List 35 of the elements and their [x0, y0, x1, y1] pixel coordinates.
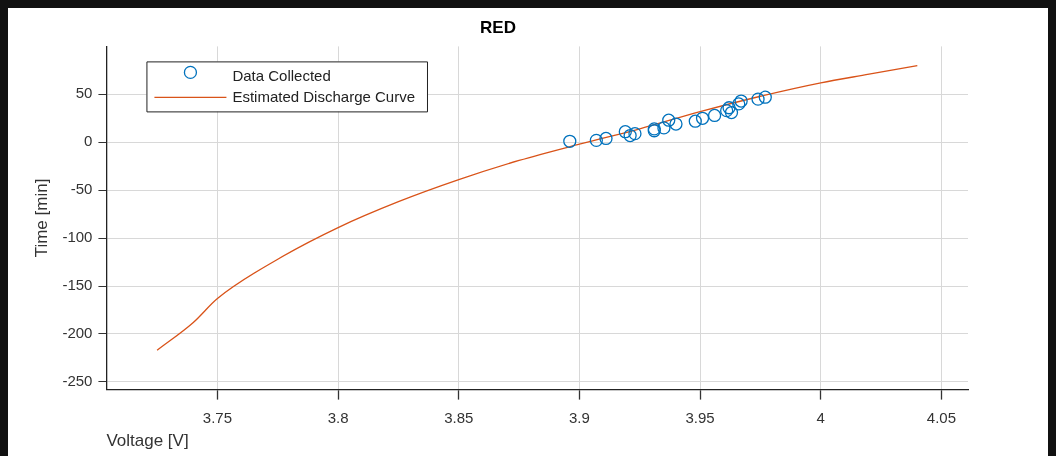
- point: [623, 128, 637, 143]
- x-axis-title: Voltage [V]: [106, 431, 189, 451]
- y-tick-label: -200: [62, 324, 93, 342]
- y-axis-title: Time [min]: [31, 178, 51, 258]
- point: [599, 131, 613, 146]
- x-tick-label: 4.05: [926, 408, 957, 426]
- point: [724, 105, 739, 120]
- point: [695, 111, 710, 125]
- y-tick-label: -250: [62, 372, 93, 390]
- point: [688, 114, 702, 128]
- legend-label: Data Collected: [232, 66, 331, 84]
- point: [751, 92, 765, 106]
- x-tick-label: 3.8: [327, 408, 349, 426]
- point: [707, 108, 722, 123]
- x-tick-label: 3.85: [444, 408, 474, 426]
- point: [628, 126, 642, 141]
- y-tick-label: 50: [75, 84, 93, 102]
- point: [563, 134, 577, 148]
- x-tick-label: 3.9: [569, 408, 590, 426]
- chart-title: RED: [480, 17, 516, 37]
- y-tick-label: -150: [62, 276, 93, 294]
- line-series: [156, 64, 918, 351]
- y-tick-label: -50: [70, 180, 93, 198]
- point: [589, 133, 603, 147]
- x-tick-label: 4: [816, 408, 825, 426]
- point: [758, 90, 772, 104]
- point: [669, 117, 683, 131]
- x-tick-label: 3.75: [202, 408, 233, 426]
- point: [618, 125, 632, 139]
- legend-label: Estimated Discharge Curve: [232, 87, 415, 105]
- point: [657, 121, 671, 135]
- y-tick-label: 0: [84, 132, 93, 150]
- x-tick-label: 3.95: [685, 408, 715, 426]
- point: [662, 113, 676, 127]
- y-tick-label: -100: [62, 228, 93, 246]
